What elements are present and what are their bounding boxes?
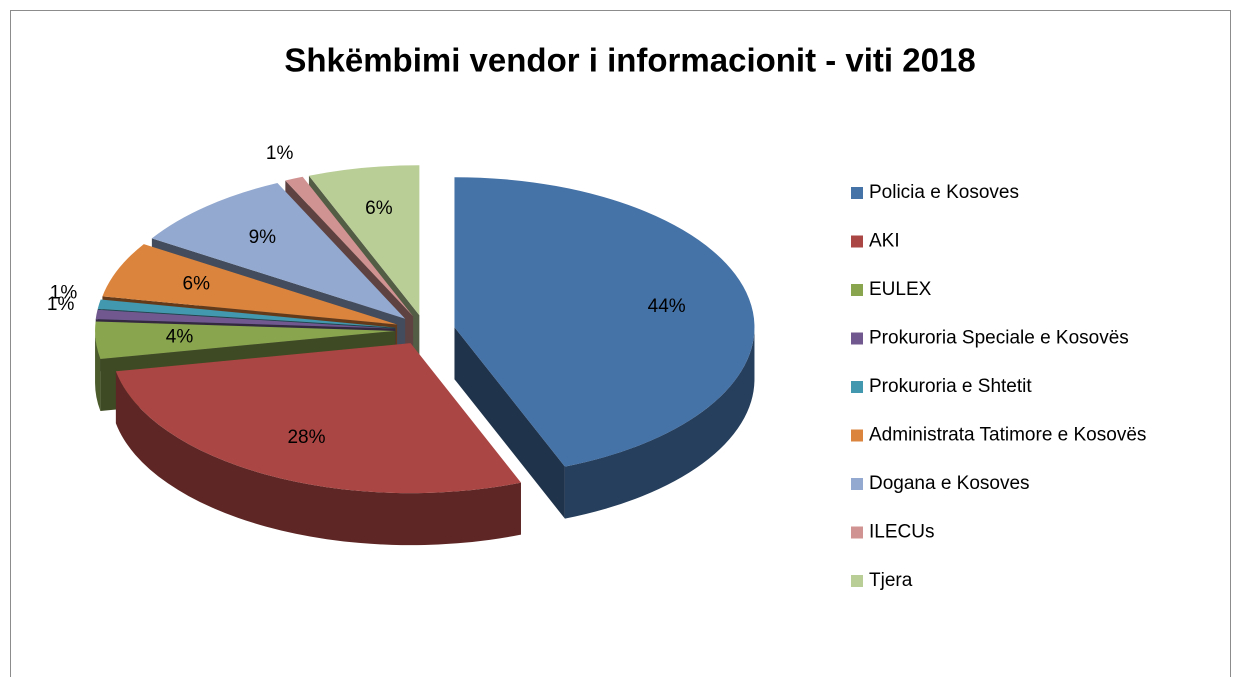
legend-label: Prokuroria Speciale e Kosovës <box>869 328 1129 349</box>
legend-label: Policia e Kosoves <box>869 182 1019 203</box>
legend-swatch <box>851 284 863 296</box>
slice <box>102 244 398 325</box>
slice <box>95 321 396 360</box>
slice <box>151 183 406 319</box>
data-label: 6% <box>183 274 211 295</box>
legend-swatch <box>851 526 863 539</box>
legend-swatch <box>851 235 863 248</box>
slice <box>95 309 396 329</box>
data-label: 44% <box>648 296 686 317</box>
legend-swatch <box>851 429 863 442</box>
slice-side <box>454 327 565 519</box>
slice <box>308 165 420 316</box>
data-label: 1% <box>47 294 75 315</box>
slice-side <box>115 371 521 546</box>
pie: 44%28%4%1%1% 6%9%1%6% <box>47 143 755 546</box>
slice-side <box>564 327 755 519</box>
data-label: 1% <box>266 143 294 164</box>
data-label: 4% <box>166 327 194 348</box>
legend-label: AKI <box>869 231 900 252</box>
legend-swatch <box>851 381 863 393</box>
slice <box>454 177 755 467</box>
legend-label: Dogana e Kosoves <box>869 473 1030 494</box>
legend-label: EULEX <box>869 279 932 300</box>
legend-swatch <box>851 332 863 345</box>
legend-swatch <box>851 575 863 587</box>
legend-label: Administrata Tatimore e Kosovës <box>869 425 1146 446</box>
slice <box>115 343 521 494</box>
legend-label: ILECUs <box>869 522 934 543</box>
legend: Policia e Kosoves AKI EULEX Prokuroria Spec… <box>851 182 1146 591</box>
chart-title: Shkëmbimi vendor i informacionit - viti … <box>284 42 975 79</box>
legend-label: Prokuroria e Shtetit <box>869 376 1032 397</box>
legend-label: Tjera <box>869 570 913 591</box>
chart-frame <box>10 10 1231 677</box>
legend-swatch <box>851 478 863 490</box>
data-label: 6% <box>365 198 393 219</box>
data-label: 28% <box>287 427 325 448</box>
data-label: 1% <box>50 282 78 303</box>
legend-swatch <box>851 187 863 199</box>
data-label: 9% <box>249 227 277 248</box>
slice-side <box>95 330 101 412</box>
slice <box>285 176 414 317</box>
slice <box>97 299 396 328</box>
